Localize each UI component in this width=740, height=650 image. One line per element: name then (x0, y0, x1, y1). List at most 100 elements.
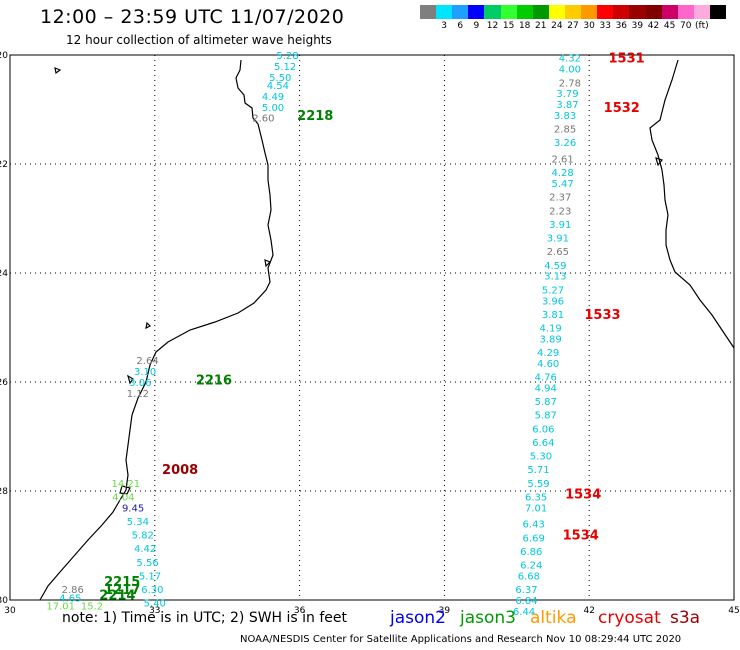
color-swatch (677, 5, 694, 19)
track-id-label: 1533 (584, 308, 620, 323)
wave-height-value: 3.91 (549, 220, 571, 231)
color-scale-label: 36 (615, 21, 628, 31)
island-4 (119, 485, 131, 495)
track-id-label: 1531 (609, 52, 645, 67)
color-scale-label: 3 (441, 21, 448, 31)
color-swatch (548, 5, 565, 19)
wave-height-value: 3.83 (554, 111, 576, 122)
wave-height-value: 6.43 (523, 520, 545, 531)
track-id-label: 2218 (297, 109, 333, 124)
wave-height-value: 1.12 (127, 389, 149, 400)
map-frame (9, 54, 735, 601)
wave-height-value: 6.69 (523, 533, 545, 544)
wave-height-value: 5.56 (136, 558, 158, 569)
color-swatch (500, 5, 517, 19)
legend-item-jason2: jason2 (390, 608, 446, 628)
color-scale-bar (420, 5, 727, 19)
wave-height-value: 6.68 (518, 571, 540, 582)
color-scale-label: 27 (567, 21, 579, 31)
island-3 (54, 67, 62, 75)
wave-height-value: 2.85 (554, 125, 576, 136)
wave-height-value: 6.86 (520, 547, 542, 558)
color-scale-label: 6 (457, 21, 464, 31)
coastline (39, 59, 735, 601)
wave-height-value: 3.91 (547, 234, 569, 245)
wave-height-value: 4.00 (559, 65, 581, 76)
madagascar-coastline (649, 59, 735, 349)
color-scale-label: 21 (535, 21, 547, 31)
island-1 (127, 374, 134, 385)
wave-height-value: 6.44 (513, 607, 535, 618)
map-subtitle: 12 hour collection of altimeter wave hei… (66, 33, 332, 47)
credit-text: NOAA/NESDIS Center for Satellite Applica… (240, 634, 682, 645)
axis-tick-labels: 30 33 36 39 42 45 -20 -22 -24 -26 -28 -30 (0, 51, 740, 616)
legend-item-jason3: jason3 (460, 608, 516, 628)
africa-coastline (39, 59, 274, 601)
wave-height-value: 3.06 (129, 378, 151, 389)
wave-height-value: 3.81 (542, 310, 564, 321)
wave-height-value: 2.60 (252, 114, 274, 125)
x-tick-label: 30 (4, 606, 16, 616)
wave-height-value: 5.27 (542, 285, 564, 296)
color-swatch (468, 5, 485, 19)
wave-height-value: 4.94 (535, 383, 557, 394)
y-tick-label: -26 (0, 378, 8, 388)
wave-height-value: 6.37 (515, 585, 537, 596)
track-id-label: 2214 (99, 589, 135, 604)
legend-item-altika: altika (530, 608, 577, 628)
color-swatch (436, 5, 453, 19)
wave-height-value: 3.89 (539, 334, 561, 345)
y-tick-label: -28 (0, 487, 8, 497)
color-swatch (532, 5, 549, 19)
legend-item-cryosat: cryosat (598, 608, 661, 628)
color-swatch (484, 5, 501, 19)
island-5 (264, 259, 272, 268)
wave-height-value: 4.29 (537, 348, 559, 359)
track-id-label: 2215 (104, 575, 140, 590)
wave-height-value: 2.78 (559, 78, 581, 89)
wave-height-value: 4.49 (262, 92, 284, 103)
y-tick-label: -30 (0, 596, 8, 606)
wave-height-value: 2.61 (552, 155, 574, 166)
color-scale-label: 18 (518, 21, 531, 31)
track-id-label: 1534 (563, 529, 599, 544)
color-scale-labels: 3 6 9 12 15 18 21 24 27 30 33 36 39 42 45 70 (ft) (420, 21, 740, 33)
wave-height-value: 6.06 (532, 424, 554, 435)
wave-height-value: 5.34 (127, 517, 149, 528)
x-tick-label: 42 (583, 606, 594, 616)
color-swatch (661, 5, 678, 19)
color-scale-label: 30 (583, 21, 595, 31)
island-6 (655, 157, 664, 167)
wave-height-value: 5.28 (276, 51, 298, 62)
wave-height-value: 5.71 (527, 465, 549, 476)
color-scale-label: 12 (486, 21, 499, 31)
wave-height-value: 6.30 (141, 585, 163, 596)
wave-height-value: 6.35 (525, 492, 547, 503)
color-scale-label: 45 (663, 21, 676, 31)
color-swatch (645, 5, 662, 19)
color-swatch (693, 5, 710, 19)
wave-height-value: 4.32 (559, 54, 581, 65)
color-scale-label: 39 (631, 21, 644, 31)
color-swatch (581, 5, 598, 19)
color-swatch (420, 5, 437, 19)
wave-height-value: 6.84 (515, 596, 537, 607)
map-title: 12:00 – 23:59 UTC 11/07/2020 (40, 6, 345, 28)
color-swatch (564, 5, 582, 19)
wave-height-value: 5.59 (527, 479, 549, 490)
wave-height-value: 4.04 (112, 492, 134, 503)
wave-height-value: 4.19 (539, 324, 561, 335)
wave-height-value: 3.10 (134, 367, 156, 378)
wave-height-value: 2.86 (62, 585, 84, 596)
x-tick-label: 45 (728, 606, 739, 616)
wave-height-value: 9.45 (122, 503, 144, 514)
wave-height-value: 4.42 (134, 544, 156, 555)
wave-height-value: 5.00 (262, 103, 284, 114)
color-swatch (597, 5, 614, 19)
wave-height-values: 5.285.125.504.544.495.002.60 4.324.00 2.78… (46, 51, 581, 618)
wave-height-value: 4.28 (552, 168, 574, 179)
wave-height-value: 6.64 (532, 438, 554, 449)
track-id-label: 1534 (565, 488, 601, 503)
wave-height-value: 2.23 (549, 206, 571, 217)
